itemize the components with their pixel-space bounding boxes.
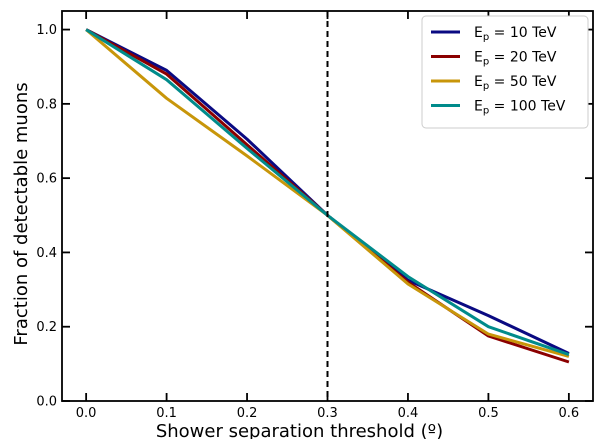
legend: Ep = 10 TeV Ep = 20 TeV Ep = 50 TeV Ep = 10… <box>421 15 589 129</box>
y-tick-label: 0.2 <box>36 320 57 335</box>
y-tick-label: 0.4 <box>36 246 57 261</box>
x-tick-label: 0.4 <box>398 406 419 421</box>
axes: 0.0 0.1 0.2 0.3 0.4 0.5 0.6 0.0 0.2 0.4 0.6 0.8 1.0 S… <box>11 10 594 439</box>
legend-label: Ep = 10 TeV <box>474 25 557 43</box>
y-axis-title: Fraction of detectable muons <box>11 82 32 345</box>
x-axis-title: Shower separation threshold (º) <box>156 421 443 439</box>
legend-label: Ep = 20 TeV <box>474 50 557 68</box>
x-tick-label: 0.1 <box>156 406 177 421</box>
y-tick-label: 0.8 <box>36 97 57 112</box>
plot-area <box>85 11 570 401</box>
x-tick-label: 0.5 <box>478 406 499 421</box>
x-tick-label: 0.6 <box>559 406 580 421</box>
y-tick-label: 0.0 <box>36 395 57 410</box>
y-tick-label: 0.6 <box>36 172 57 187</box>
x-tick-label: 0.2 <box>237 406 258 421</box>
legend-label: Ep = 100 TeV <box>474 99 566 117</box>
legend-label: Ep = 50 TeV <box>474 74 557 92</box>
x-tick-label: 0.0 <box>76 406 97 421</box>
x-tick-label: 0.3 <box>317 406 338 421</box>
y-tick-label: 1.0 <box>36 23 57 38</box>
legend-box <box>421 15 589 129</box>
